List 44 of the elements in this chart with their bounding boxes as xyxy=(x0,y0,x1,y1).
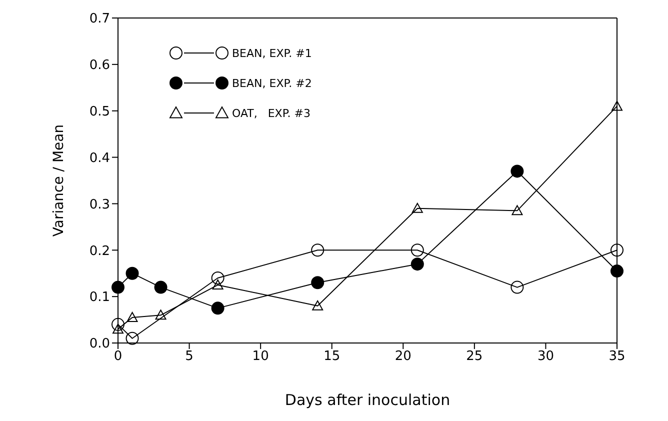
x-tick-label: 25 xyxy=(466,349,483,364)
x-axis-title: Days after inoculation xyxy=(284,391,450,409)
point xyxy=(126,266,139,280)
point xyxy=(211,302,224,315)
point xyxy=(211,272,224,284)
legend-label: OAT, EXP. #3 xyxy=(232,106,310,120)
point xyxy=(311,276,324,290)
point xyxy=(126,312,138,322)
x-tick-label: 0 xyxy=(114,349,122,364)
point xyxy=(410,258,424,271)
point xyxy=(610,244,624,257)
point xyxy=(312,300,324,310)
x-tick-label: 30 xyxy=(537,349,554,364)
point xyxy=(126,332,139,345)
y-tick-label: 0.6 xyxy=(89,58,110,74)
point xyxy=(112,318,124,331)
point xyxy=(112,280,124,294)
y-tick-label: 0.4 xyxy=(89,150,110,166)
y-axis-title: Variance / Mean xyxy=(50,124,67,237)
point xyxy=(155,310,166,320)
point xyxy=(410,244,424,257)
y-tick-label: 0.0 xyxy=(89,336,110,352)
point xyxy=(154,280,168,294)
y-tick-label: 0.7 xyxy=(89,12,110,27)
x-tick-label: 5 xyxy=(185,349,194,364)
point xyxy=(212,279,224,290)
y-tick-label: 0.2 xyxy=(89,244,110,259)
point xyxy=(112,324,124,334)
point xyxy=(311,244,324,257)
point xyxy=(512,205,523,216)
x-tick-label: 20 xyxy=(394,349,412,364)
point xyxy=(610,264,624,278)
x-tick-label: 35 xyxy=(608,349,626,364)
x-tick-label: 10 xyxy=(252,349,269,364)
y-tick-label: 0.5 xyxy=(89,104,110,120)
y-tick-label: 0.1 xyxy=(89,290,110,306)
legend-label: BEAN, EXP. #1 xyxy=(232,46,312,60)
point xyxy=(412,202,423,213)
legend-label: BEAN, EXP. #2 xyxy=(232,76,312,90)
point xyxy=(612,100,622,111)
y-tick-label: 0.3 xyxy=(89,197,110,212)
point xyxy=(510,280,524,294)
x-tick-label: 15 xyxy=(324,349,340,364)
point xyxy=(510,164,524,178)
